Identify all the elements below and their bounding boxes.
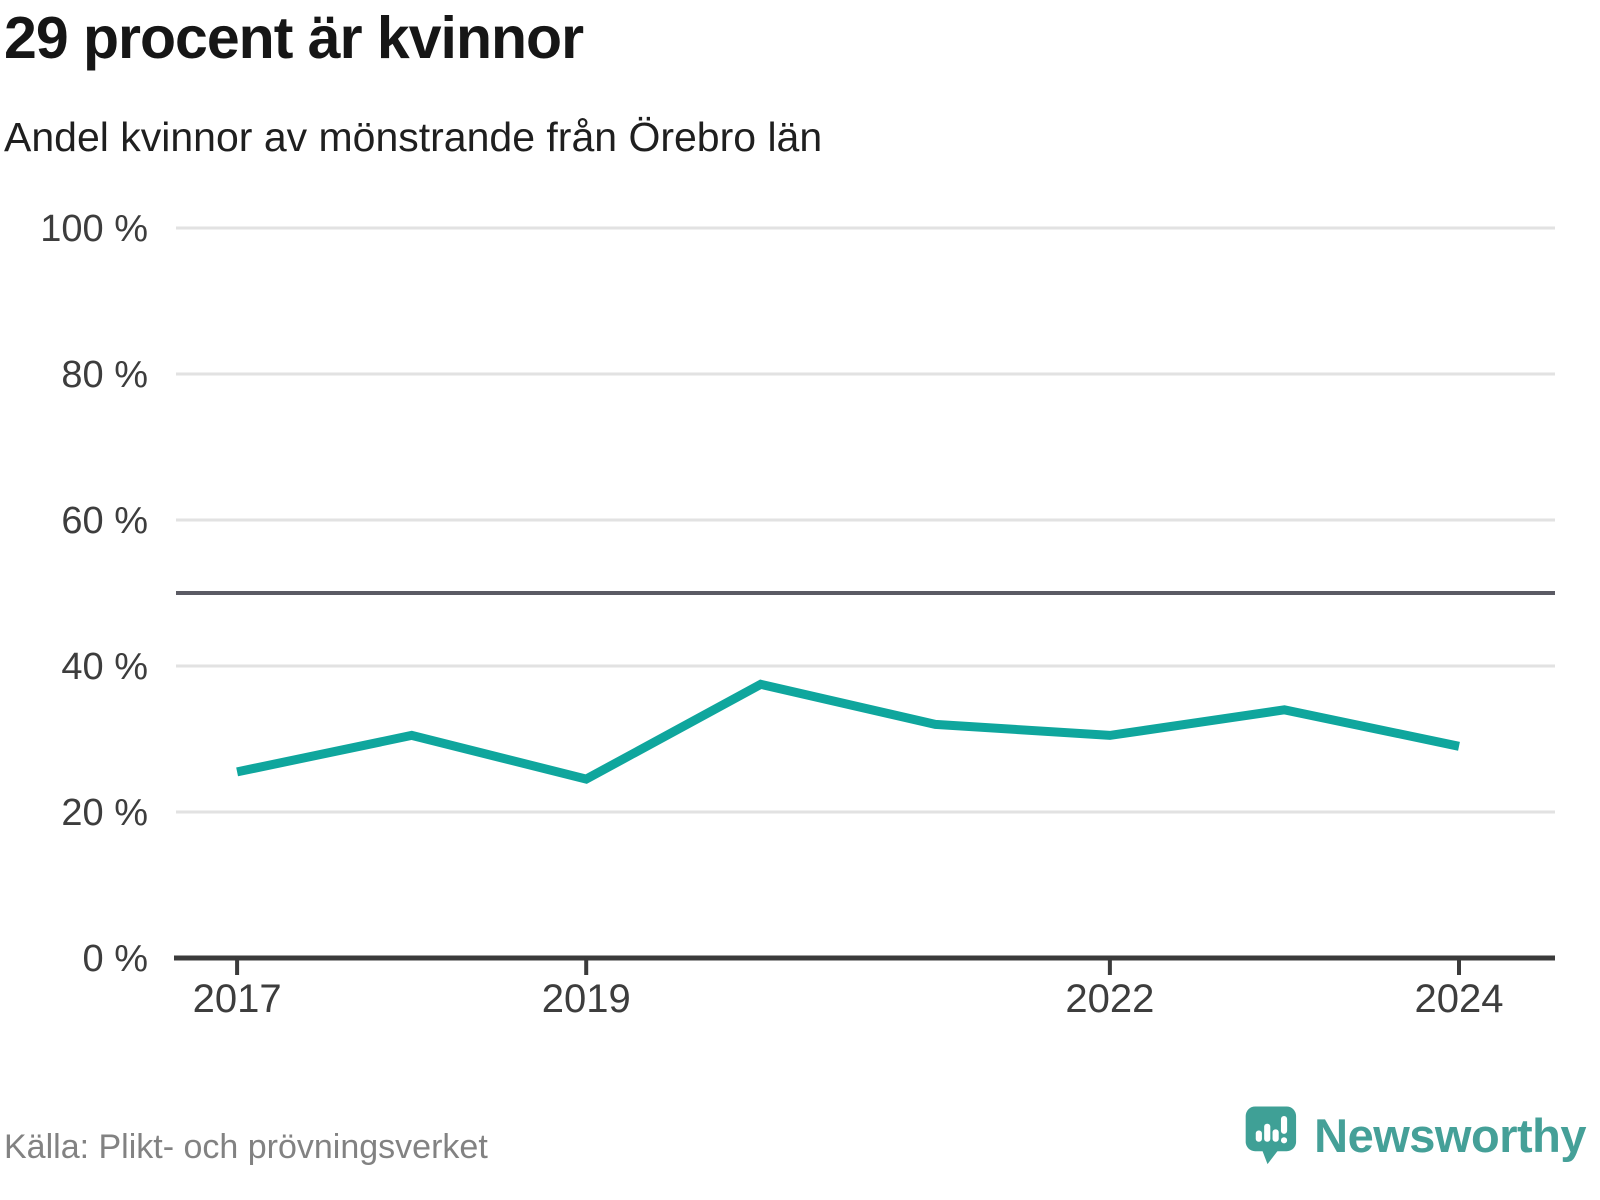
line-chart: 0 % 20 % 40 % 60 % 80 % 100 % 2017 2019 2022 2024 [40, 208, 1555, 1021]
source-note: Källa: Plikt- och prövningsverket [4, 1128, 488, 1166]
chart-title: 29 procent är kvinnor [4, 5, 584, 71]
newsworthy-logo: Newsworthy [1244, 1104, 1586, 1166]
y-tick-label: 0 % [83, 938, 148, 980]
chart-subtitle: Andel kvinnor av mönstrande från Örebro … [4, 114, 823, 160]
y-tick-label: 40 % [61, 646, 148, 688]
y-tick-label: 80 % [61, 354, 148, 396]
y-tick-label: 60 % [61, 500, 148, 542]
newsworthy-logo-text: Newsworthy [1314, 1108, 1586, 1162]
data-line-andel-kvinnor [236, 679, 1460, 784]
x-tick-label: 2024 [1415, 977, 1504, 1021]
x-tick-label: 2019 [542, 977, 631, 1021]
x-tick-label: 2022 [1065, 977, 1154, 1021]
x-tick-label: 2017 [193, 977, 282, 1021]
newsworthy-bubble-icon [1245, 1106, 1297, 1165]
y-tick-label: 20 % [61, 792, 148, 834]
y-tick-label: 100 % [40, 208, 148, 250]
